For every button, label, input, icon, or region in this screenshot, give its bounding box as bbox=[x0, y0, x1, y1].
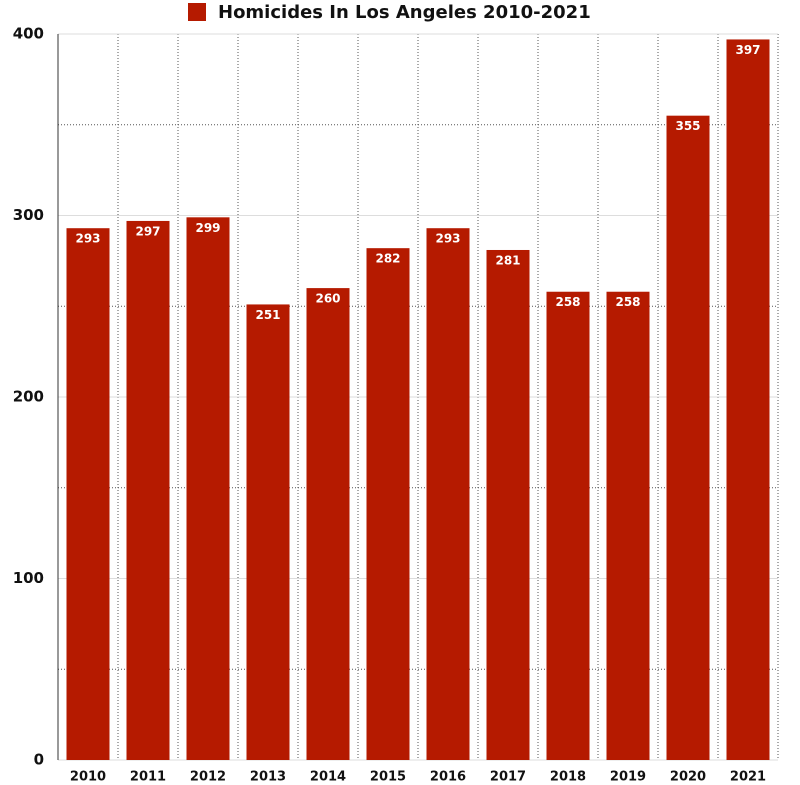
x-tick-label: 2021 bbox=[730, 770, 766, 785]
x-tick-label: 2018 bbox=[550, 770, 586, 785]
x-tick-label: 2011 bbox=[130, 770, 166, 785]
value-label: 397 bbox=[735, 43, 760, 57]
y-tick-label: 400 bbox=[13, 25, 44, 43]
bar bbox=[126, 220, 170, 760]
bar bbox=[546, 291, 590, 760]
bar bbox=[366, 248, 410, 761]
value-label: 297 bbox=[135, 224, 160, 238]
legend-swatch bbox=[188, 3, 206, 21]
x-tick-label: 2013 bbox=[250, 770, 286, 785]
x-tick-label: 2015 bbox=[370, 770, 406, 785]
bar bbox=[666, 115, 710, 761]
value-label: 281 bbox=[495, 253, 520, 267]
x-tick-label: 2019 bbox=[610, 770, 646, 785]
legend-label: Homicides In Los Angeles 2010-2021 bbox=[218, 2, 591, 23]
bar bbox=[486, 249, 530, 761]
value-label: 258 bbox=[615, 295, 640, 309]
value-label: 260 bbox=[315, 292, 340, 306]
bar bbox=[306, 288, 350, 760]
bar bbox=[606, 291, 650, 760]
x-tick-label: 2020 bbox=[670, 770, 706, 785]
y-tick-label: 0 bbox=[34, 751, 44, 769]
value-label: 293 bbox=[75, 232, 100, 246]
x-tick-label: 2010 bbox=[70, 770, 106, 785]
value-label: 299 bbox=[195, 221, 220, 235]
value-label: 251 bbox=[255, 308, 280, 322]
value-label: 293 bbox=[435, 232, 460, 246]
value-label: 355 bbox=[675, 119, 700, 133]
x-tick-label: 2012 bbox=[190, 770, 226, 785]
bar bbox=[726, 39, 770, 760]
y-tick-label: 100 bbox=[13, 569, 44, 587]
y-tick-label: 200 bbox=[13, 388, 44, 406]
x-tick-label: 2014 bbox=[310, 770, 346, 785]
value-label: 258 bbox=[555, 295, 580, 309]
value-label: 282 bbox=[375, 252, 400, 266]
y-tick-label: 300 bbox=[13, 206, 44, 224]
x-tick-label: 2017 bbox=[490, 770, 526, 785]
bar bbox=[246, 304, 290, 760]
bar bbox=[66, 228, 110, 760]
bar bbox=[426, 228, 470, 760]
bar bbox=[186, 217, 230, 760]
x-tick-label: 2016 bbox=[430, 770, 466, 785]
